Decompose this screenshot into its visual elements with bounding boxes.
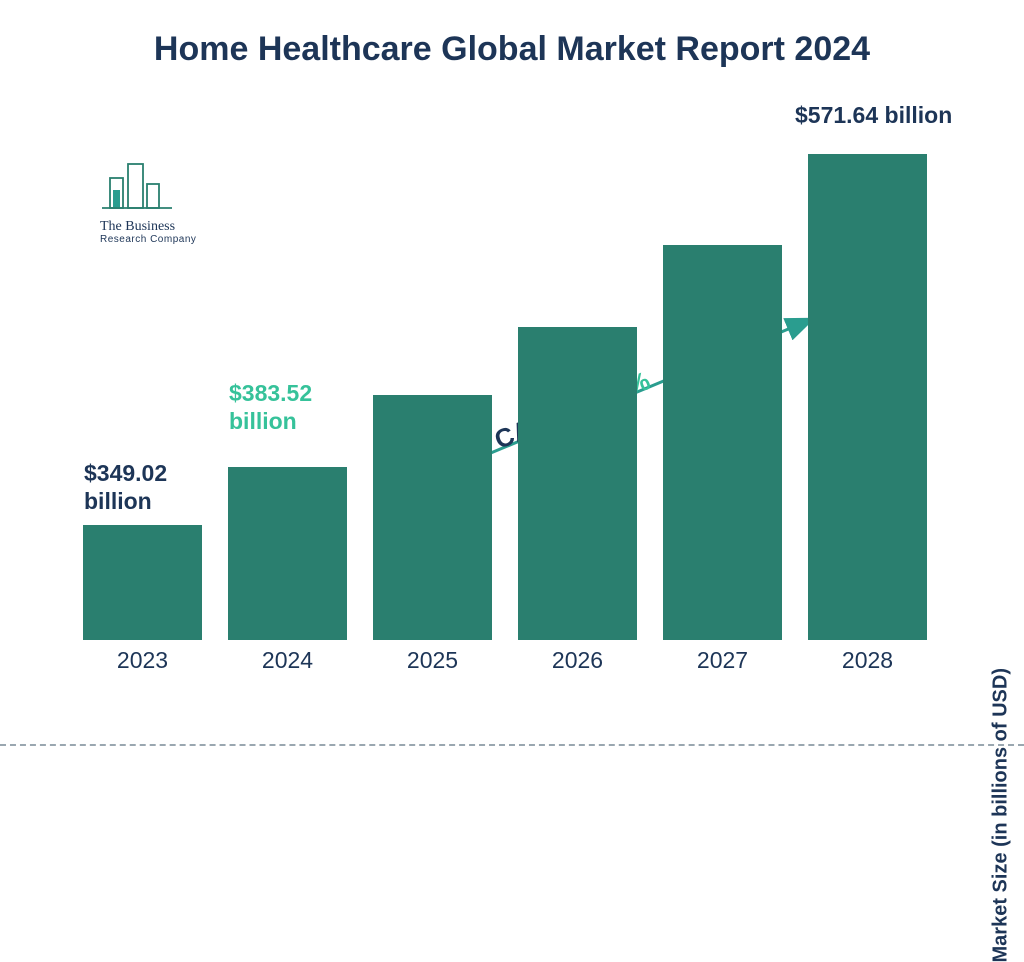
xlabel-3: 2026 xyxy=(505,647,650,674)
value-label-5: $571.64 billion xyxy=(795,102,940,130)
value-label-5-l1: $571.64 billion xyxy=(795,102,952,128)
value-label-1-l1: $383.52 xyxy=(229,380,312,406)
xlabel-1: 2024 xyxy=(215,647,360,674)
value-label-0-l1: $349.02 xyxy=(84,460,167,486)
chart-title: Home Healthcare Global Market Report 202… xyxy=(0,0,1024,69)
xlabel-4: 2027 xyxy=(650,647,795,674)
bar-slot-1: $383.52 billion 2024 xyxy=(215,140,360,640)
bar-slot-5: $571.64 billion 2028 xyxy=(795,140,940,640)
bar-slot-0: $349.02 billion 2023 xyxy=(70,140,215,640)
bar-slot-4: 2027 xyxy=(650,140,795,640)
footer-divider xyxy=(0,744,1024,746)
bars-container: $349.02 billion 2023 $383.52 billion 202… xyxy=(70,140,940,640)
value-label-1-l2: billion xyxy=(229,408,297,434)
value-label-1: $383.52 billion xyxy=(215,380,360,435)
value-label-0-l2: billion xyxy=(84,488,152,514)
value-label-0: $349.02 billion xyxy=(70,460,215,515)
bar-2026 xyxy=(518,327,637,640)
xlabel-2: 2025 xyxy=(360,647,505,674)
bar-slot-3: 2026 xyxy=(505,140,650,640)
bar-chart: CAGR 10.5% $349.02 billion 2023 $383.52 … xyxy=(70,140,940,680)
bar-2024 xyxy=(228,467,347,640)
bar-slot-2: 2025 xyxy=(360,140,505,640)
bar-2028 xyxy=(808,154,927,640)
xlabel-0: 2023 xyxy=(70,647,215,674)
bar-2027 xyxy=(663,245,782,640)
bar-2023 xyxy=(83,525,202,640)
bar-2025 xyxy=(373,395,492,640)
xlabel-5: 2028 xyxy=(795,647,940,674)
yaxis-label: Market Size (in billions of USD) xyxy=(989,668,1012,962)
